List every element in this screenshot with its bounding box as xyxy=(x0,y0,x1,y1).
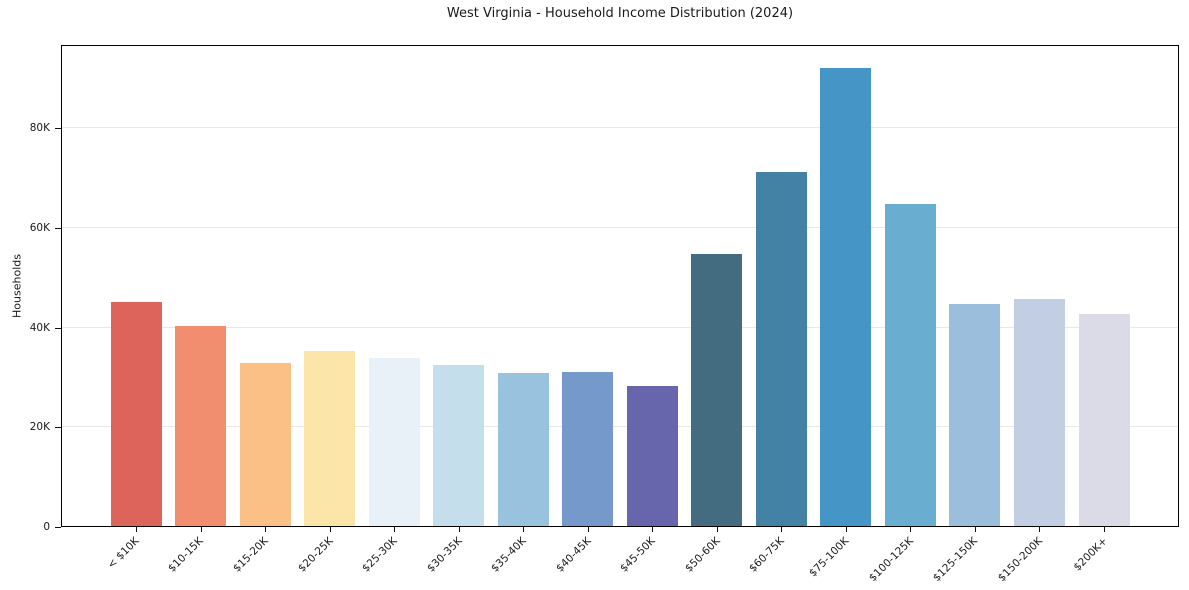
bar xyxy=(1013,298,1065,527)
x-tick-label-text: $15-20K xyxy=(230,535,271,575)
bar xyxy=(304,350,356,527)
x-axis-tick xyxy=(329,527,331,532)
x-axis-tick xyxy=(910,527,912,532)
bar xyxy=(110,302,162,527)
bar xyxy=(691,253,743,527)
bar xyxy=(433,364,485,527)
y-axis-tick xyxy=(55,227,61,229)
y-axis-tick xyxy=(55,527,61,528)
bar xyxy=(1078,313,1130,527)
y-axis-tick xyxy=(55,128,61,130)
x-axis-tick xyxy=(1039,527,1041,532)
plot-area xyxy=(61,45,1179,527)
x-tick-label-text: $25-30K xyxy=(359,535,400,575)
x-axis-tick xyxy=(458,527,460,532)
x-tick-label-text: $200K+ xyxy=(1071,535,1110,574)
y-tick-label: 60K xyxy=(29,221,50,234)
gridline xyxy=(61,127,1179,129)
x-tick-label-text: < $10K xyxy=(105,535,142,572)
bar xyxy=(755,172,807,527)
x-axis-tick xyxy=(974,527,976,532)
x-tick-label-text: $30-35K xyxy=(424,535,465,575)
x-axis-tick xyxy=(1104,527,1105,532)
y-tick-label: 80K xyxy=(29,122,50,135)
x-tick-label-text: $100-125K xyxy=(866,535,916,585)
bar xyxy=(562,372,614,527)
y-tick-label: 20K xyxy=(29,421,50,434)
x-tick-label-text: $125-150K xyxy=(931,535,981,585)
x-axis-tick xyxy=(845,527,847,532)
bar xyxy=(820,67,872,527)
bar xyxy=(949,303,1001,527)
x-axis-tick xyxy=(265,527,267,532)
x-axis-tick xyxy=(200,527,202,532)
x-axis-tick xyxy=(781,527,783,532)
gridline xyxy=(61,426,1179,428)
x-axis-tick xyxy=(136,527,137,532)
x-axis-tick xyxy=(716,527,718,532)
gridline xyxy=(61,226,1179,228)
x-tick-label-text: $20-25K xyxy=(295,535,336,575)
x-axis-tick xyxy=(652,527,654,532)
x-tick-label-text: $150-200K xyxy=(995,535,1045,585)
x-axis-tick xyxy=(523,527,525,532)
x-tick-label-text: $45-50K xyxy=(618,535,658,575)
x-axis-tick xyxy=(587,527,589,532)
y-tick-label: 0 xyxy=(43,521,50,533)
x-tick-label-text: $40-45K xyxy=(553,535,594,575)
gridline xyxy=(61,326,1179,328)
chart-title: West Virginia - Household Income Distrib… xyxy=(446,6,794,21)
bar xyxy=(884,203,936,527)
bar xyxy=(368,357,420,527)
x-tick-label-text: $60-75K xyxy=(747,535,787,575)
y-axis-tick xyxy=(55,427,61,429)
y-axis-tick xyxy=(55,327,61,329)
x-tick-label-text: $50-60K xyxy=(682,535,723,575)
x-axis-tick xyxy=(394,527,396,532)
y-axis-label: Households xyxy=(10,254,24,318)
bar xyxy=(497,372,549,527)
bar xyxy=(175,325,227,527)
x-tick-label-text: $35-40K xyxy=(489,535,529,575)
y-tick-label: 40K xyxy=(29,321,50,334)
x-tick-label-text: $75-100K xyxy=(806,535,852,580)
bar xyxy=(239,362,291,527)
bar xyxy=(626,385,678,527)
x-tick-label-text: $10-15K xyxy=(166,535,207,575)
